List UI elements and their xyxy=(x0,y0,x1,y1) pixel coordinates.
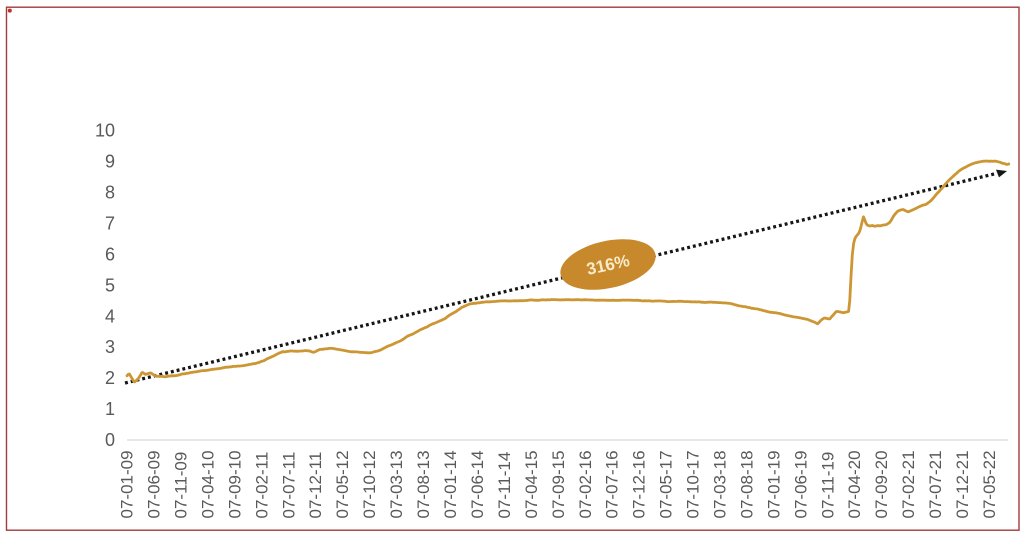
svg-text:07-03-18: 07-03-18 xyxy=(711,450,730,518)
svg-text:07-01-19: 07-01-19 xyxy=(764,450,783,518)
svg-text:07-11-19: 07-11-19 xyxy=(818,452,837,519)
svg-text:07-03-13: 07-03-13 xyxy=(387,450,406,518)
svg-text:07-02-21: 07-02-21 xyxy=(899,450,918,518)
svg-text:07-04-15: 07-04-15 xyxy=(522,450,541,518)
svg-text:07-12-16: 07-12-16 xyxy=(630,450,649,518)
svg-text:07-10-12: 07-10-12 xyxy=(360,450,379,518)
svg-text:07-07-21: 07-07-21 xyxy=(926,450,945,518)
svg-text:9: 9 xyxy=(105,152,115,172)
svg-text:07-08-18: 07-08-18 xyxy=(738,450,757,518)
svg-text:07-09-15: 07-09-15 xyxy=(549,450,568,518)
svg-text:07-01-09: 07-01-09 xyxy=(118,450,137,518)
svg-text:07-10-17: 07-10-17 xyxy=(684,450,703,518)
svg-text:3: 3 xyxy=(105,337,115,357)
svg-text:10: 10 xyxy=(95,121,115,141)
svg-text:4: 4 xyxy=(105,306,115,326)
svg-text:07-02-16: 07-02-16 xyxy=(576,450,595,518)
svg-text:07-12-11: 07-12-11 xyxy=(306,452,325,519)
svg-text:07-05-17: 07-05-17 xyxy=(657,450,676,518)
svg-text:07-11-14: 07-11-14 xyxy=(495,452,514,519)
svg-text:07-04-20: 07-04-20 xyxy=(845,450,864,518)
svg-text:07-07-16: 07-07-16 xyxy=(603,450,622,518)
svg-text:07-01-14: 07-01-14 xyxy=(441,450,460,518)
svg-text:6: 6 xyxy=(105,244,115,264)
svg-text:0: 0 xyxy=(105,430,115,450)
svg-text:07-06-09: 07-06-09 xyxy=(145,450,164,518)
svg-text:1: 1 xyxy=(105,399,115,419)
svg-text:07-06-19: 07-06-19 xyxy=(791,450,810,518)
svg-text:07-09-20: 07-09-20 xyxy=(872,450,891,518)
svg-text:7: 7 xyxy=(105,213,115,233)
svg-text:8: 8 xyxy=(105,183,115,203)
svg-text:07-05-22: 07-05-22 xyxy=(980,450,999,518)
svg-text:2: 2 xyxy=(105,368,115,388)
svg-text:07-12-21: 07-12-21 xyxy=(953,450,972,518)
svg-text:5: 5 xyxy=(105,275,115,295)
svg-text:07-11-09: 07-11-09 xyxy=(172,452,191,519)
svg-text:07-07-11: 07-07-11 xyxy=(279,452,298,519)
svg-text:07-04-10: 07-04-10 xyxy=(198,450,217,518)
svg-text:07-09-10: 07-09-10 xyxy=(225,450,244,518)
svg-text:07-05-12: 07-05-12 xyxy=(333,450,352,518)
svg-text:07-02-11: 07-02-11 xyxy=(252,452,271,519)
svg-text:07-06-14: 07-06-14 xyxy=(468,450,487,518)
svg-text:07-08-13: 07-08-13 xyxy=(414,450,433,518)
